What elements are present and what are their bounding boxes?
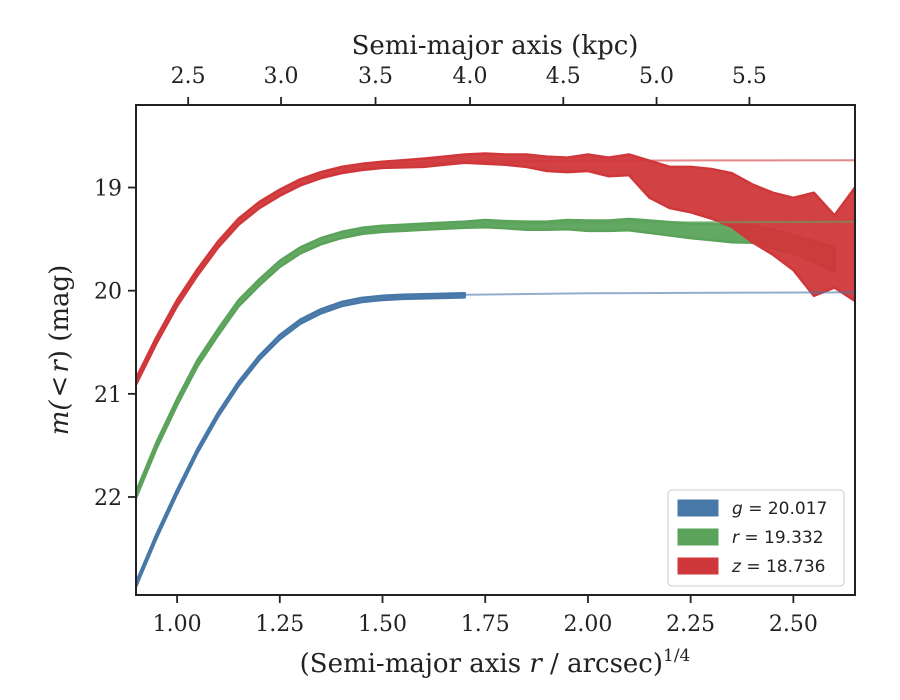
top-tick-label: 2.5 xyxy=(171,64,206,89)
ylabel-prefix: m( xyxy=(45,400,75,436)
x-tick-label: 1.50 xyxy=(358,612,407,637)
top-tick-label: 4.0 xyxy=(453,64,488,89)
x-tick-label: 1.75 xyxy=(461,612,510,637)
ylabel-var: r xyxy=(45,359,75,373)
legend-swatch-z xyxy=(677,557,719,575)
model-lines xyxy=(300,159,855,299)
top-x-ticks: 2.5 3.0 3.5 4.0 4.5 5.0 5.5 xyxy=(171,64,767,105)
x-tick-label: 2.25 xyxy=(666,612,715,637)
band-z xyxy=(136,152,855,386)
top-tick-label: 4.5 xyxy=(546,64,581,89)
x-tick-label: 1.00 xyxy=(153,612,202,637)
ylabel-lt: < xyxy=(45,376,75,398)
legend-label-g: g = 20.017 xyxy=(732,499,827,519)
band-g xyxy=(136,292,466,588)
x-tick-label: 1.25 xyxy=(255,612,304,637)
band-r xyxy=(136,217,836,500)
y-tick-label: 22 xyxy=(94,486,122,511)
left-y-ticks: 19 20 21 22 xyxy=(94,177,136,511)
xlabel-superscript: 1/4 xyxy=(663,646,690,666)
bottom-x-ticks: 1.00 1.25 1.50 1.75 2.00 2.25 2.50 xyxy=(153,595,818,637)
top-tick-label: 5.0 xyxy=(639,64,674,89)
legend-label-z: z = 18.736 xyxy=(731,557,825,577)
legend: g = 20.017 r = 19.332 z = 18.736 xyxy=(667,489,845,587)
top-x-axis-title: Semi-major axis (kpc) xyxy=(352,31,639,61)
bottom-x-axis-title: (Semi-major axis r / arcsec)1/4 xyxy=(300,646,691,679)
model-line-g xyxy=(382,291,855,299)
xlabel-suffix: / arcsec) xyxy=(542,649,663,679)
model-line-r xyxy=(341,220,855,235)
top-tick-label: 5.5 xyxy=(732,64,767,89)
y-tick-label: 19 xyxy=(94,177,122,202)
xlabel-prefix: (Semi-major axis xyxy=(300,649,530,679)
xlabel-var: r xyxy=(529,649,543,679)
top-tick-label: 3.5 xyxy=(358,64,393,89)
legend-swatch-r xyxy=(677,528,719,546)
legend-label-r: r = 19.332 xyxy=(732,528,824,548)
x-tick-label: 2.50 xyxy=(769,612,818,637)
ylabel-suffix: ) (mag) xyxy=(45,265,75,361)
plot-frame xyxy=(135,104,856,596)
x-tick-label: 2.00 xyxy=(563,612,612,637)
model-line-z xyxy=(300,159,855,181)
curve-of-growth-bands xyxy=(136,152,855,588)
legend-swatch-g xyxy=(677,499,719,517)
top-tick-label: 3.0 xyxy=(264,64,299,89)
y-tick-label: 21 xyxy=(94,383,122,408)
y-tick-label: 20 xyxy=(94,280,122,305)
y-axis-title: m(< r) (mag) xyxy=(45,265,75,436)
